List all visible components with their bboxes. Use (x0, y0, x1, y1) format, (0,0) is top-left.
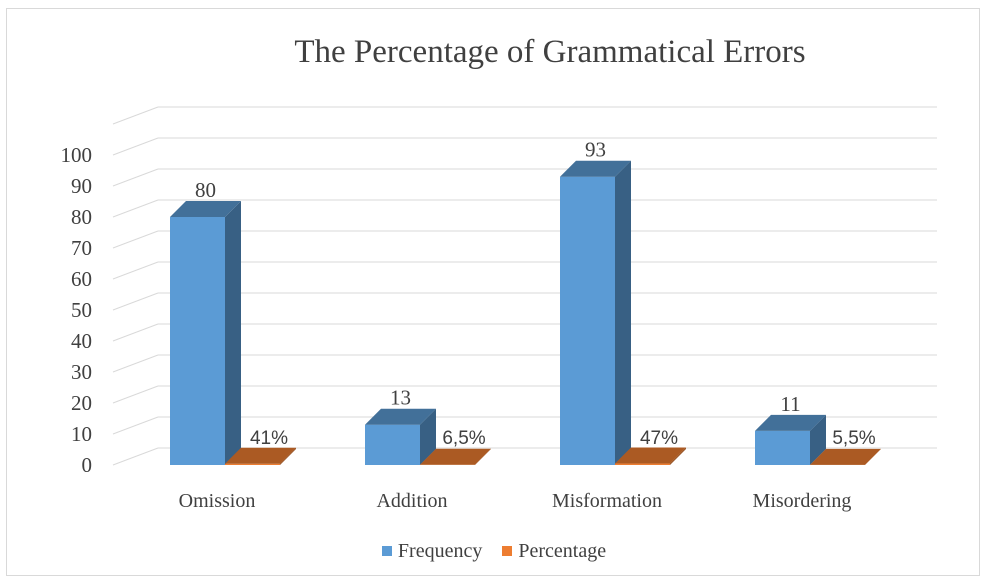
frequency-bar-front (560, 176, 615, 465)
chart-legend: Frequency Percentage (0, 540, 988, 563)
frequency-data-label: 11 (780, 392, 800, 416)
chart-frame (6, 8, 980, 576)
y-tick-label: 100 (61, 143, 93, 167)
frequency-bar-front (365, 424, 420, 465)
frequency-bar-front (170, 217, 225, 465)
legend-label: Percentage (518, 540, 607, 562)
percentage-data-label: 5,5% (832, 428, 875, 449)
legend-swatch (381, 546, 392, 556)
percentage-bar-top (225, 447, 296, 464)
percentage-data-label: 6,5% (442, 428, 485, 449)
gridline-diagonal (112, 261, 159, 280)
x-category-label: Misordering (753, 490, 852, 512)
x-category-label: Misformation (552, 490, 662, 512)
y-tick-label: 40 (71, 329, 92, 353)
y-tick-label: 0 (82, 453, 93, 477)
gridline-diagonal (112, 199, 159, 218)
chart-title: The Percentage of Grammatical Errors (294, 34, 806, 70)
x-category-label: Addition (376, 490, 447, 512)
percentage-bar-front (615, 463, 670, 465)
frequency-bar-top (755, 414, 826, 431)
percentage-bar-side (475, 448, 491, 465)
percentage-data-label: 41% (250, 428, 288, 449)
frequency-bar-top (170, 201, 241, 217)
y-tick-label: 30 (71, 360, 92, 384)
y-tick-label: 90 (71, 174, 92, 198)
percentage-bar-side (280, 447, 296, 465)
gridline-diagonal (112, 416, 159, 435)
gridline-diagonal (112, 292, 159, 311)
frequency-data-label: 80 (195, 178, 216, 202)
y-tick-label: 80 (71, 205, 92, 229)
gridline-diagonal (112, 106, 159, 125)
y-tick-label: 50 (71, 298, 92, 322)
frequency-bar-top (365, 408, 436, 425)
y-tick-label: 60 (71, 267, 92, 291)
legend-swatch (502, 546, 513, 556)
frequency-bar-side (420, 408, 436, 465)
frequency-bar-side (615, 160, 631, 465)
legend-item-frequency: Frequency (381, 540, 483, 563)
legend-item-percentage: Percentage (502, 540, 606, 563)
frequency-bar-front (755, 430, 810, 465)
frequency-data-label: 13 (390, 386, 411, 410)
gridline-diagonal (112, 323, 159, 342)
percentage-bar-front (225, 463, 280, 465)
x-category-label: Omission (179, 490, 256, 512)
gridline-diagonal (112, 354, 159, 373)
percentage-bar-side (670, 447, 686, 465)
y-tick-label: 10 (71, 422, 92, 446)
y-tick-label: 70 (71, 236, 92, 260)
gridline-diagonal (112, 137, 159, 156)
gridline-diagonal (112, 385, 159, 404)
frequency-bar-side (225, 201, 241, 465)
frequency-bar-top (560, 160, 631, 177)
percentage-bar-top (615, 447, 686, 464)
frequency-bar-side (810, 414, 826, 465)
percentage-bar-side (865, 448, 881, 465)
gridline-diagonal (112, 447, 159, 466)
gridline-diagonal (112, 230, 159, 249)
gridline-diagonal (112, 168, 159, 187)
frequency-data-label: 93 (585, 138, 606, 162)
legend-label: Frequency (397, 540, 483, 562)
percentage-bar-top (810, 448, 881, 465)
percentage-bar-top (420, 448, 491, 465)
percentage-data-label: 47% (640, 428, 678, 449)
y-tick-label: 20 (71, 391, 92, 415)
